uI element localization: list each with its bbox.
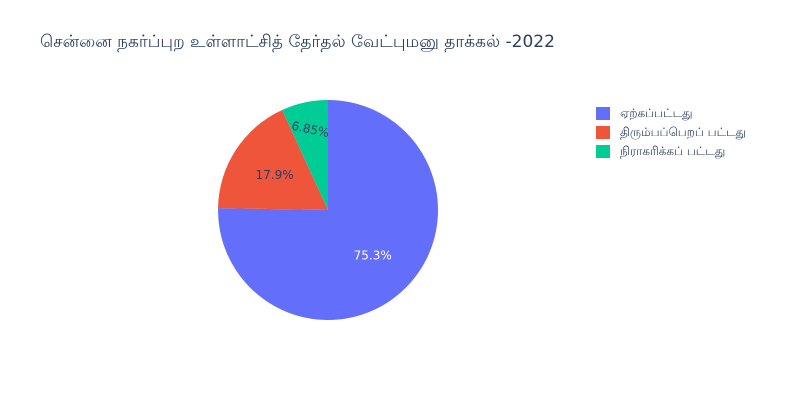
slice-rejected[interactable] (282, 100, 328, 210)
legend-label-accepted: ஏற்கப்பட்டது (620, 105, 693, 120)
legend: ஏற்கப்பட்டது திரும்பப்பெறப் பட்டது நிராக… (596, 104, 746, 161)
chart-title: சென்னை நகர்ப்புற உள்ளாட்சித் தேர்தல் வேட… (40, 32, 555, 52)
legend-item-accepted[interactable]: ஏற்கப்பட்டது (596, 104, 746, 123)
legend-label-withdrawn: திரும்பப்பெறப் பட்டது (620, 124, 747, 139)
slice-withdrawn[interactable] (218, 110, 328, 210)
legend-item-withdrawn[interactable]: திரும்பப்பெறப் பட்டது (596, 123, 746, 142)
slice-label-accepted: 75.3% (354, 248, 392, 262)
legend-swatch-accepted (596, 107, 610, 120)
legend-item-rejected[interactable]: நிராகரிக்கப் பட்டது (596, 142, 746, 161)
legend-swatch-rejected (596, 145, 610, 158)
legend-swatch-withdrawn (596, 126, 610, 139)
legend-label-rejected: நிராகரிக்கப் பட்டது (620, 143, 726, 158)
slice-label-withdrawn: 17.9% (256, 168, 294, 182)
